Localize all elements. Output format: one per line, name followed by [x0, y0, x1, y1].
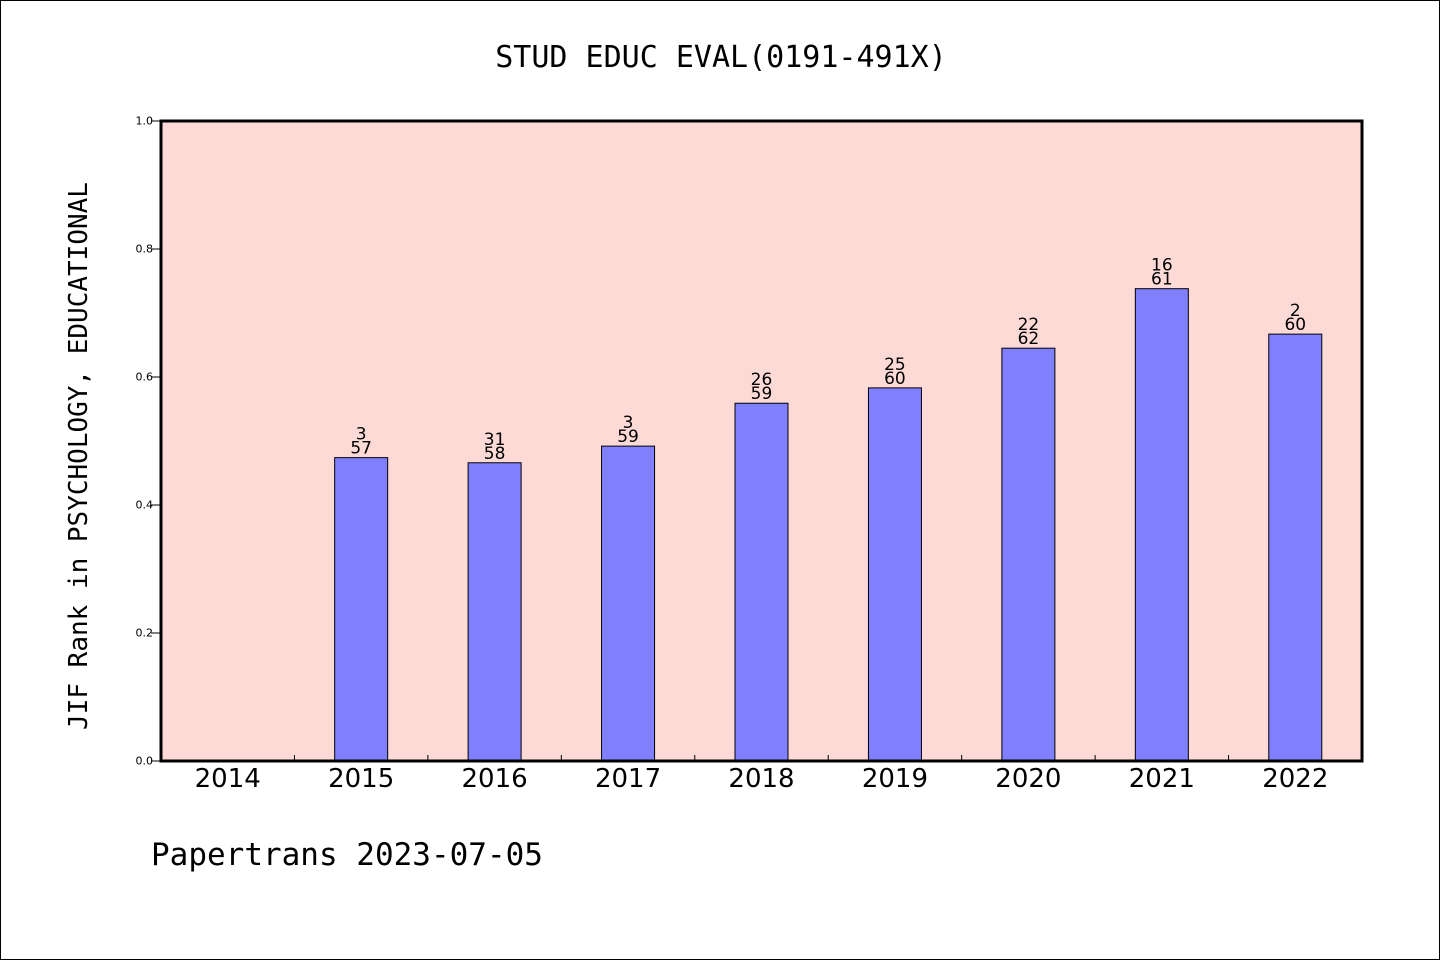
- y-axis-label: JIF Rank in PSYCHOLOGY, EDUCATIONAL: [64, 182, 94, 730]
- bar-rank-label: 25: [884, 355, 906, 375]
- bar-2021: [1134, 288, 1189, 762]
- y-axis: 0.0 0.2 0.4 0.6 0.8 1.0: [136, 115, 161, 768]
- bar-2022: [1268, 333, 1323, 762]
- x-tick-label: 2018: [728, 764, 794, 794]
- y-tick-label: 1.0: [136, 115, 154, 128]
- bar-rank-label: 3: [623, 413, 634, 433]
- y-tick-label: 0.8: [136, 243, 154, 256]
- x-tick-label: 2019: [862, 764, 928, 794]
- x-tick-label: 2016: [462, 764, 528, 794]
- x-tick-label: 2017: [595, 764, 661, 794]
- x-tick-label: 2020: [995, 764, 1061, 794]
- bar-total-label: 59: [751, 384, 773, 404]
- plot-border: [159, 119, 1364, 763]
- x-axis: 2014 2015 2016 2017 2018 2019 2020 2021 2022: [195, 755, 1328, 794]
- bar-rank-label: 16: [1151, 256, 1173, 276]
- x-tick-label: 2014: [195, 764, 261, 794]
- bar-2015: [334, 457, 389, 762]
- bar-total-label: 58: [484, 444, 506, 464]
- bar-2018: [734, 402, 789, 762]
- bar-total-label: 61: [1151, 270, 1173, 290]
- bar-total-label: 62: [1018, 329, 1040, 349]
- bar-rank-label: 31: [484, 430, 506, 450]
- y-tick-label: 0.0: [136, 755, 154, 768]
- x-tick-label: 2021: [1129, 764, 1195, 794]
- bar-rank-label: 3: [356, 425, 367, 445]
- y-tick-label: 0.4: [136, 499, 154, 512]
- bar-total-label: 60: [884, 369, 906, 389]
- y-tick-label: 0.6: [136, 371, 154, 384]
- chart-title: STUD EDUC EVAL(0191-491X): [495, 40, 947, 75]
- bar-2019: [867, 387, 922, 762]
- bar-rank-label: 26: [751, 370, 773, 390]
- bar-2017: [601, 445, 656, 762]
- y-tick-label: 0.2: [136, 627, 154, 640]
- bars-group: [334, 288, 1323, 762]
- bar-rank-label: 2: [1290, 301, 1301, 321]
- bar-rank-label: 22: [1018, 315, 1040, 335]
- bar-2020: [1001, 347, 1056, 762]
- footer-credit: Papertrans 2023-07-05: [151, 837, 543, 873]
- bar-total-label: 59: [617, 427, 639, 447]
- bar-2016: [467, 462, 522, 762]
- x-tick-label: 2022: [1262, 764, 1328, 794]
- x-tick-label: 2015: [328, 764, 394, 794]
- bar-total-label: 57: [350, 439, 372, 459]
- bar-total-label: 60: [1284, 315, 1306, 335]
